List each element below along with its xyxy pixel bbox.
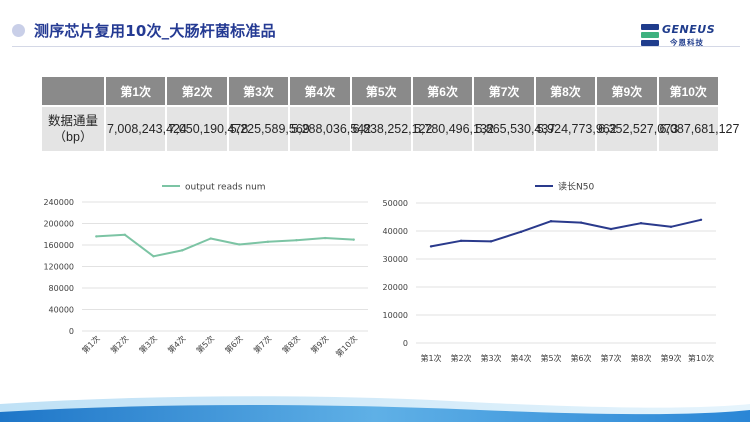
data-point	[639, 221, 643, 225]
y-tick-label: 30000	[383, 255, 408, 264]
x-tick-label: 第2次	[108, 333, 130, 355]
table-cell: 6,838,252,122	[349, 105, 433, 153]
table-row: 数据通量（bp） 7,008,243,424 7,050,190,478 5,2…	[40, 105, 739, 153]
x-tick-label: 第3次	[480, 353, 501, 363]
x-tick-label: 第4次	[166, 333, 188, 355]
series-line	[96, 233, 354, 258]
legend-label: output reads num	[185, 183, 266, 193]
table-cell: 5,225,589,569	[226, 105, 310, 153]
data-point	[238, 243, 241, 246]
data-point	[489, 240, 493, 243]
table-cell: 5,924,773,962	[533, 105, 617, 153]
table-cell: 7,050,190,478	[165, 105, 248, 153]
data-point	[699, 218, 703, 221]
table-column-header: 第7次	[472, 75, 536, 107]
data-point	[266, 240, 270, 243]
y-tick-label: 0	[403, 339, 408, 348]
data-point	[352, 238, 355, 241]
y-tick-label: 10000	[383, 311, 408, 320]
table-column-header: 第5次	[349, 75, 413, 107]
data-point	[152, 255, 155, 258]
y-tick-label: 120000	[43, 263, 74, 272]
x-tick-label: 第2次	[450, 353, 471, 363]
data-point	[180, 249, 184, 252]
x-tick-label: 第10次	[688, 353, 714, 363]
table-column-header: 第8次	[533, 75, 598, 107]
data-point	[579, 221, 583, 224]
table-column-header: 第9次	[595, 75, 659, 107]
x-tick-label: 第8次	[280, 333, 302, 355]
table-cell: 7,008,243,424	[103, 105, 187, 153]
x-tick-label: 第9次	[660, 353, 681, 363]
x-tick-label: 第9次	[309, 333, 331, 355]
table-corner-cell	[40, 75, 106, 107]
data-point	[609, 227, 613, 231]
data-point	[323, 236, 327, 240]
x-tick-label: 第7次	[600, 353, 621, 363]
y-tick-label: 40000	[383, 227, 408, 236]
x-tick-label: 第1次	[80, 333, 102, 355]
title-bullet	[12, 24, 25, 37]
data-point	[429, 245, 433, 248]
page-title: 测序芯片复用10次_大肠杆菌标准品	[34, 22, 276, 40]
x-tick-label: 第8次	[630, 353, 651, 363]
footer-wave-decoration	[0, 396, 750, 422]
read-length-n50-chart: 读长N50 0 10000 20000 30000 40000 50000 第1次 第2次 第3次…	[383, 181, 716, 363]
data-point	[95, 235, 98, 238]
data-point	[459, 239, 463, 242]
header-divider	[12, 46, 740, 47]
table-cell: 5,288,036,542	[288, 105, 371, 153]
legend-label: 读长N50	[558, 181, 594, 193]
data-point	[519, 230, 523, 234]
throughput-table: 第1次 第2次 第3次 第4次 第5次 第6次 第7次 第8次 第9次 第10次…	[40, 75, 739, 153]
company-logo: GENEUS 今恩科技	[640, 22, 740, 50]
data-point	[549, 220, 553, 223]
data-point	[209, 237, 212, 240]
x-tick-label: 第3次	[137, 333, 159, 355]
x-tick-label: 第5次	[194, 333, 216, 355]
y-tick-label: 40000	[49, 306, 74, 315]
table-header-row: 第1次 第2次 第3次 第4次 第5次 第6次 第7次 第8次 第9次 第10次	[40, 75, 721, 107]
x-tick-label: 第6次	[570, 353, 591, 363]
series-line	[430, 218, 702, 248]
y-tick-label: 200000	[43, 220, 74, 229]
table-column-header: 第3次	[226, 75, 291, 107]
output-reads-chart: output reads num 0 40000 80000 120000 160000 2…	[43, 183, 368, 359]
y-tick-label: 20000	[383, 283, 408, 292]
x-tick-label: 第5次	[540, 353, 561, 363]
table-column-header: 第2次	[165, 75, 229, 107]
logo-mark-icon	[641, 24, 659, 46]
y-tick-label: 240000	[43, 198, 74, 207]
data-point	[123, 233, 127, 236]
logo-subtext: 今恩科技	[670, 38, 704, 47]
x-tick-label: 第1次	[420, 353, 441, 363]
x-tick-label: 第7次	[251, 333, 273, 355]
data-point	[669, 225, 673, 228]
y-tick-label: 50000	[383, 199, 408, 208]
table-cell: 5,780,496,132	[410, 105, 494, 153]
y-tick-label: 80000	[49, 284, 74, 293]
table-column-header: 第1次	[103, 75, 168, 107]
data-point	[295, 238, 298, 242]
y-tick-label: 160000	[43, 241, 74, 250]
logo-text: GENEUS	[662, 23, 716, 36]
y-tick-label: 0	[69, 327, 74, 336]
table-cell: 6,352,527,073	[595, 105, 678, 153]
x-tick-label: 第10次	[334, 333, 360, 359]
table-column-header: 第4次	[288, 75, 352, 107]
table-cell: 6,087,681,127	[656, 105, 739, 153]
table-column-header: 第6次	[410, 75, 475, 107]
table-row-header: 数据通量（bp）	[40, 105, 106, 153]
table-cell: 5,865,530,437	[472, 105, 555, 153]
x-tick-label: 第4次	[510, 353, 531, 363]
table-column-header: 第10次	[656, 75, 721, 107]
x-tick-label: 第6次	[223, 333, 245, 355]
